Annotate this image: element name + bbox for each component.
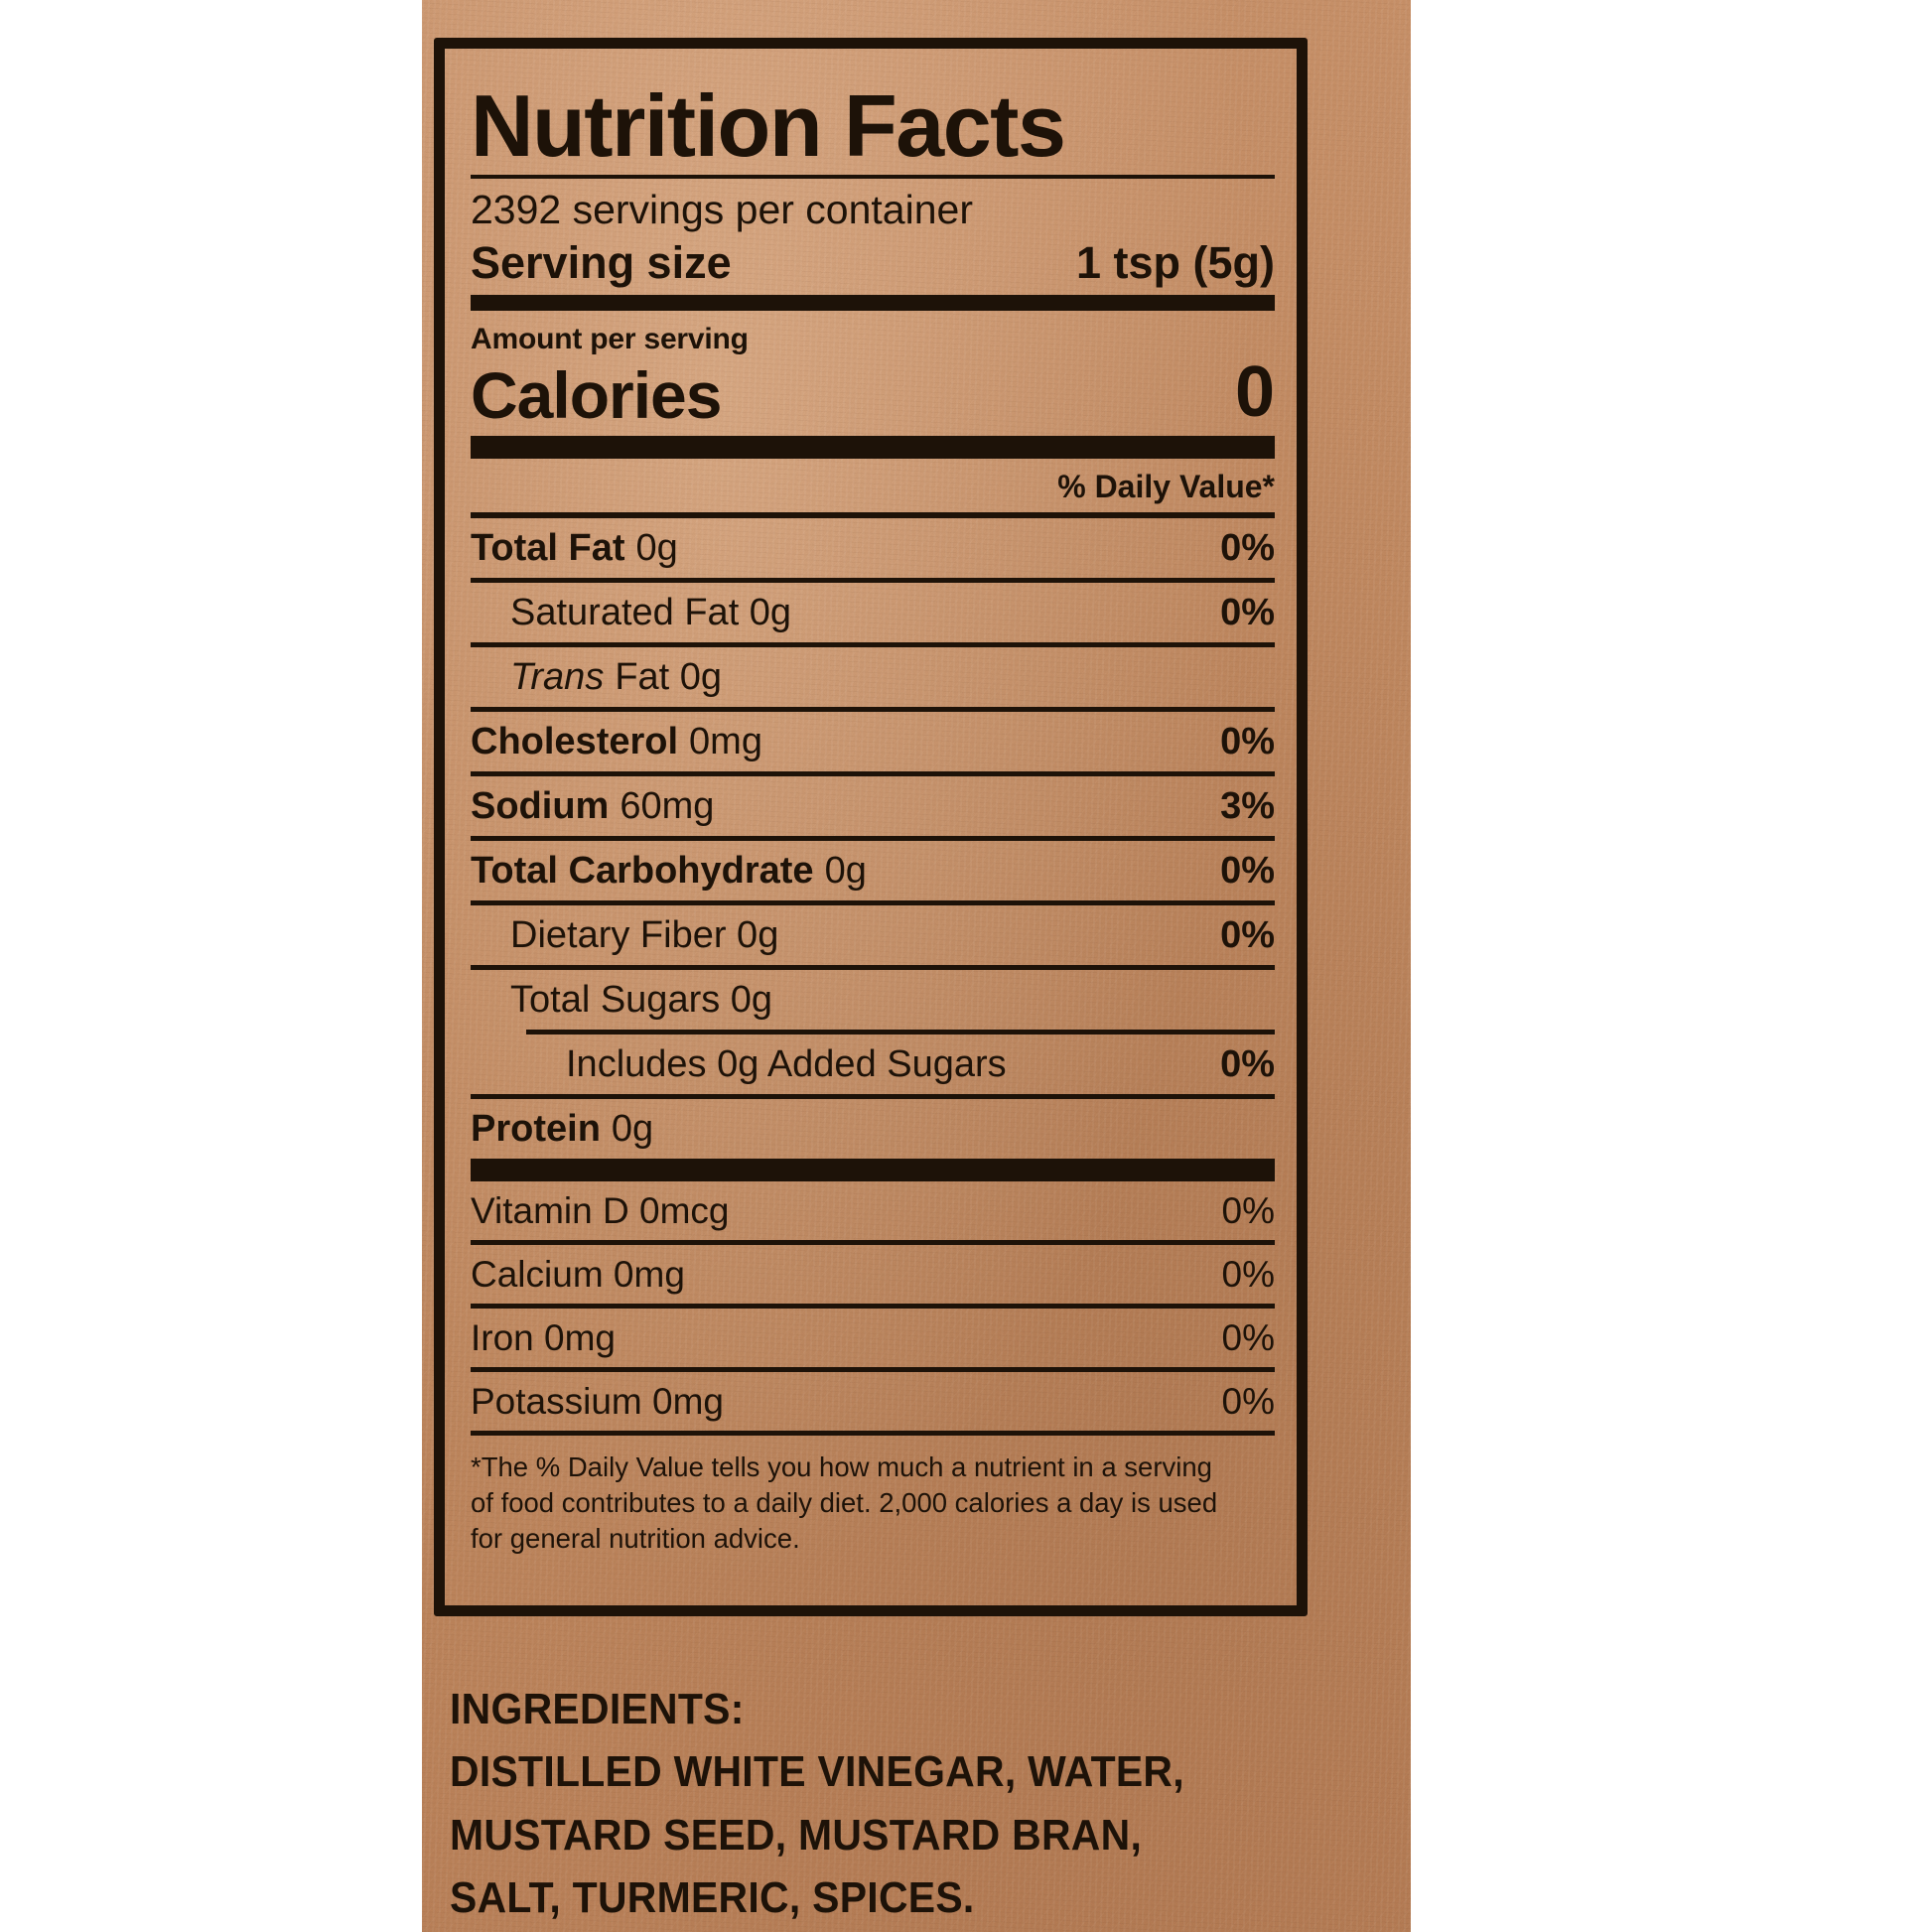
nutrient-row-divider [471,965,1275,971]
nutrient-row-divider [471,771,1275,777]
divider-under-dv-header [471,512,1275,519]
nutrient-name: Sodium [471,785,610,828]
nutrient-amount: 0mg [689,721,762,763]
nutrition-facts-box: Nutrition Facts 2392 servings per contai… [434,38,1308,1616]
footnote-line: for general nutrition advice. [471,1522,800,1554]
divider-after-calories [471,436,1275,460]
nutrient-row: Cholesterol 0mg 0% [471,712,1275,771]
micronutrient-row: Calcium 0mg 0% [471,1245,1275,1304]
calories-label: Calories [471,358,722,433]
nutrient-name: Trans [510,656,605,699]
nutrient-daily-value: 0% [1220,1043,1275,1086]
nutrient-row-divider [471,707,1275,713]
nutrient-row-list: Total Fat 0g 0% Saturated Fat 0g 0% Trans Fat … [471,518,1275,1159]
nutrient-name-cell: Includes 0g Added Sugars [566,1045,1007,1083]
serving-size-value: 1 tsp (5g) [1075,237,1275,289]
calories-value: 0 [1234,352,1275,433]
nutrient-name: Includes 0g Added Sugars [566,1043,1007,1086]
daily-value-header: % Daily Value* [1057,469,1275,505]
nutrient-name: Dietary Fiber 0g [510,914,779,957]
nutrient-amount: Fat 0g [615,656,723,699]
nutrient-amount: 0g [635,527,678,570]
nutrient-name-cell: Total Sugars 0g [510,981,772,1019]
micronutrient-daily-value: 0% [1221,1190,1275,1232]
servings-per-container: 2392 servings per container [471,187,973,233]
ingredients-line: MUSTARD SEED, MUSTARD BRAN, [450,1810,1143,1860]
micronutrient-daily-value: 0% [1221,1381,1275,1423]
nutrient-row-divider [471,1094,1275,1100]
nutrient-name-cell: Total Carbohydrate 0g [471,852,867,890]
micronutrient-row-divider [471,1367,1275,1373]
nutrient-name-cell: Saturated Fat 0g [510,594,791,631]
nutrient-row-divider [471,836,1275,842]
nutrient-name: Total Sugars 0g [510,979,773,1022]
micronutrient-name: Potassium 0mg [471,1381,724,1423]
nutrient-row-divider [471,642,1275,648]
divider-after-protein [471,1159,1275,1182]
nutrient-row: Total Sugars 0g [471,970,1275,1030]
divider-under-title [471,175,1275,180]
nutrient-row: Total Carbohydrate 0g 0% [471,841,1275,900]
micronutrient-daily-value: 0% [1221,1254,1275,1296]
ingredients-line: SALT, TURMERIC, SPICES. [450,1873,975,1923]
nutrient-amount: 0g [611,1108,654,1151]
micronutrient-row: Vitamin D 0mcg 0% [471,1181,1275,1240]
cardboard-panel: Nutrition Facts 2392 servings per contai… [422,0,1411,1932]
divider-after-serving [471,295,1275,312]
ingredients-heading: INGREDIENTS: [450,1685,745,1733]
nutrient-row-divider [471,578,1275,584]
nutrient-name-cell: Protein 0g [471,1110,653,1148]
nutrient-name-cell: Dietary Fiber 0g [510,916,778,954]
nutrient-daily-value: 0% [1220,527,1275,570]
nutrient-name: Total Carbohydrate [471,850,814,893]
nutrient-row-divider [526,1030,1275,1035]
nutrient-daily-value: 0% [1220,914,1275,957]
micronutrient-daily-value: 0% [1221,1317,1275,1359]
nutrient-row: Total Fat 0g 0% [471,518,1275,578]
nutrient-row: Protein 0g [471,1099,1275,1159]
ingredients-block: INGREDIENTS: DISTILLED WHITE VINEGAR, WA… [450,1678,1373,1929]
micronutrient-name: Vitamin D 0mcg [471,1190,730,1232]
micronutrient-row-list: Vitamin D 0mcg 0% Calcium 0mg 0% Iron 0mg 0% P… [471,1181,1275,1431]
nutrient-row: Dietary Fiber 0g 0% [471,905,1275,965]
serving-size-row: Serving size 1 tsp (5g) [471,233,1275,295]
nutrient-row: Saturated Fat 0g 0% [471,583,1275,642]
micronutrient-name: Calcium 0mg [471,1254,685,1296]
daily-value-footnote: *The % Daily Value tells you how much a … [471,1436,1275,1556]
divider-before-footnote [471,1431,1275,1437]
calories-row: Calories 0 [471,356,1275,436]
nutrient-name-cell: Cholesterol 0mg [471,723,762,760]
nutrient-daily-value: 3% [1220,785,1275,828]
nutrient-row: Sodium 60mg 3% [471,776,1275,836]
serving-size-label: Serving size [471,237,732,289]
nutrient-row: Trans Fat 0g [471,647,1275,707]
nutrient-daily-value: 0% [1220,850,1275,893]
nutrient-amount: 0g [824,850,867,893]
nutrient-name: Cholesterol [471,721,679,763]
nutrient-name-cell: Sodium 60mg [471,787,714,825]
nutrient-row-divider [471,900,1275,906]
footnote-line: of food contributes to a daily diet. 2,0… [471,1487,1218,1519]
micronutrient-row-divider [471,1304,1275,1310]
nutrition-facts-title: Nutrition Facts [471,76,1066,175]
ingredients-list: DISTILLED WHITE VINEGAR, WATER, MUSTARD S… [450,1740,1373,1929]
nutrient-daily-value: 0% [1220,592,1275,634]
nutrient-name: Protein [471,1108,601,1151]
nutrient-amount: 60mg [620,785,715,828]
nutrient-name: Total Fat [471,527,625,570]
micronutrient-row: Potassium 0mg 0% [471,1372,1275,1431]
footnote-line: *The % Daily Value tells you how much a … [471,1451,1212,1483]
nutrient-row: Includes 0g Added Sugars 0% [471,1035,1275,1094]
amount-per-serving-label: Amount per serving [471,323,749,356]
nutrient-daily-value: 0% [1220,721,1275,763]
nutrient-name: Saturated Fat 0g [510,592,792,634]
micronutrient-name: Iron 0mg [471,1317,617,1359]
micronutrient-row: Iron 0mg 0% [471,1309,1275,1367]
nutrient-name-cell: Total Fat 0g [471,529,678,567]
micronutrient-row-divider [471,1240,1275,1246]
nutrient-name-cell: Trans Fat 0g [510,658,722,696]
ingredients-line: DISTILLED WHITE VINEGAR, WATER, [450,1747,1184,1797]
